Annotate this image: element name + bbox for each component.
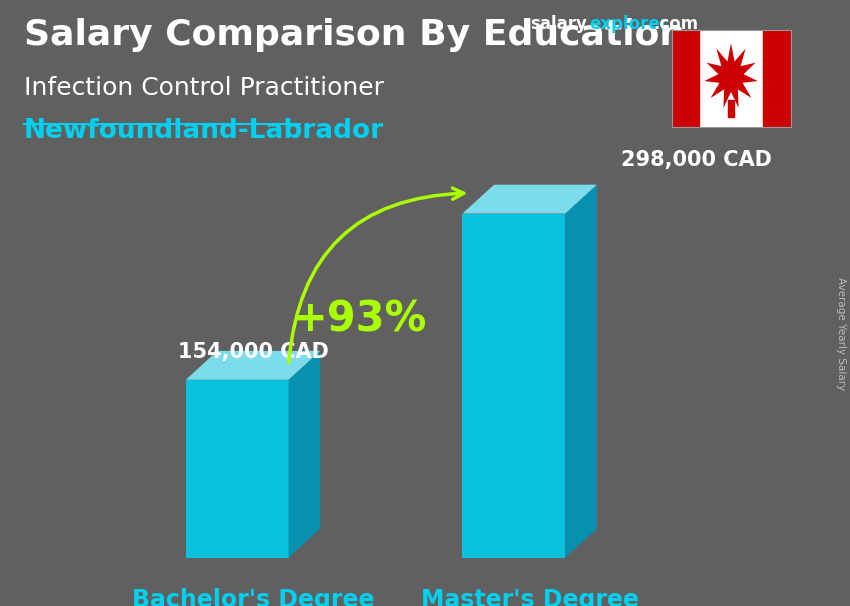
Text: 298,000 CAD: 298,000 CAD [620, 150, 772, 170]
Polygon shape [186, 380, 288, 558]
Polygon shape [288, 351, 320, 558]
Text: +93%: +93% [292, 298, 427, 340]
Polygon shape [705, 44, 757, 108]
Polygon shape [565, 185, 597, 558]
Text: Newfoundland-Labrador: Newfoundland-Labrador [24, 118, 384, 144]
Text: Bachelor's Degree: Bachelor's Degree [132, 588, 374, 606]
Bar [728, 99, 734, 116]
Polygon shape [462, 213, 565, 558]
Bar [762, 30, 791, 127]
Text: Average Yearly Salary: Average Yearly Salary [836, 277, 846, 390]
Text: 154,000 CAD: 154,000 CAD [178, 342, 329, 362]
Polygon shape [462, 185, 597, 213]
Text: salary: salary [530, 15, 586, 33]
Text: explorer: explorer [589, 15, 668, 33]
Text: .com: .com [654, 15, 699, 33]
Text: Infection Control Practitioner: Infection Control Practitioner [24, 76, 383, 100]
Bar [672, 30, 700, 127]
Text: Master's Degree: Master's Degree [421, 588, 638, 606]
Polygon shape [186, 351, 320, 380]
Text: Salary Comparison By Education: Salary Comparison By Education [24, 18, 685, 52]
